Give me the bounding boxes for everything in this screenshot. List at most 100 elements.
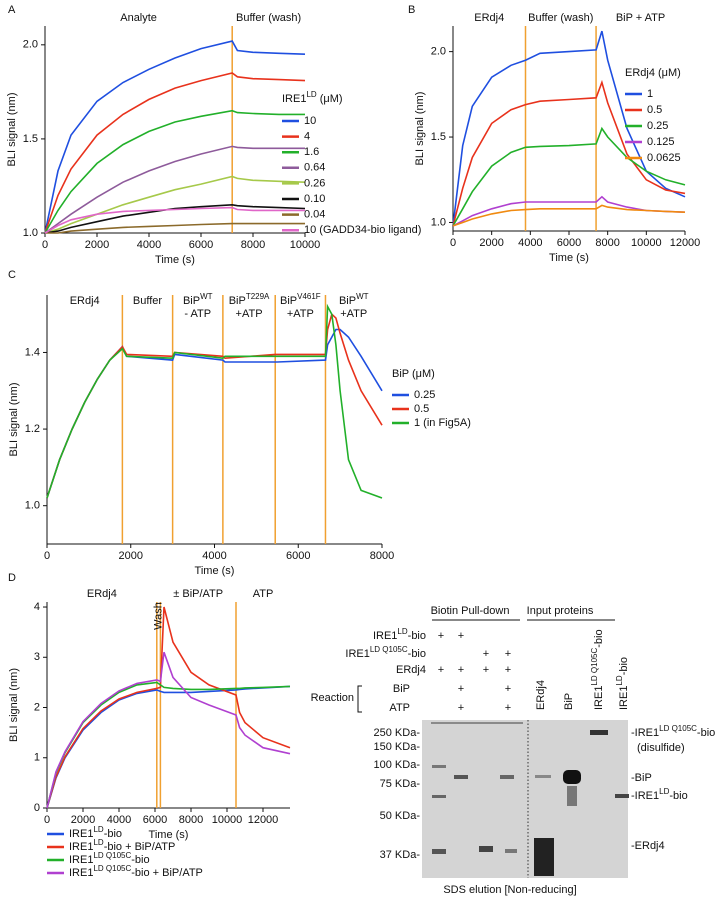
legend-label: 1 <box>647 88 653 100</box>
text-part: IRE1 <box>345 648 369 660</box>
gel-caption: SDS elution [Non-reducing] <box>443 884 576 896</box>
plus-sign: + <box>483 664 489 676</box>
text-part: -bio <box>618 657 630 675</box>
x-axis-label: Time (s) <box>155 254 195 266</box>
text-part: Buffer <box>133 295 162 307</box>
data-line <box>44 203 306 234</box>
gel-band <box>590 730 608 735</box>
x-tick-label: 4000 <box>137 239 161 251</box>
y-axis-label: BLI signal (nm) <box>8 383 20 457</box>
y-tick-label: 1.0 <box>25 500 40 512</box>
data-line <box>44 109 305 234</box>
x-tick-label: 8000 <box>370 550 394 562</box>
legend-label: 0.64 <box>304 162 325 174</box>
y-axis-label: BLI signal (nm) <box>414 92 426 166</box>
text-part: ± BiP/ATP <box>173 588 223 600</box>
text-part: T229A <box>246 292 270 301</box>
legend-label: 0.25 <box>414 389 435 401</box>
y-tick-label: 1.5 <box>23 133 38 145</box>
y-axis-label: BLI signal (nm) <box>8 668 20 742</box>
x-tick-label: 2000 <box>479 237 503 249</box>
y-tick-label: 2.0 <box>23 39 38 51</box>
legend-title: BiP (μM) <box>392 368 435 380</box>
plus-sign: + <box>458 664 464 676</box>
data-line <box>44 175 306 234</box>
gel-row-label: IRE1LD-bio <box>373 627 426 642</box>
legend-label: 0.5 <box>647 104 662 116</box>
data-line <box>452 79 686 227</box>
x-tick-label: 8000 <box>179 814 203 826</box>
text-part: LD <box>93 825 103 834</box>
data-line <box>452 195 686 227</box>
y-tick-label: 2.0 <box>431 46 446 58</box>
gel-header: Biotin Pull-down <box>431 605 510 617</box>
gel-band <box>432 795 446 798</box>
legend-label: 0.0625 <box>647 152 681 164</box>
text-part: -bio + BiP/ATP <box>104 841 176 853</box>
x-tick-label: 8000 <box>241 239 265 251</box>
lane-label: ERdj4 <box>535 680 547 710</box>
mw-marker: 50 KDa- <box>380 810 421 822</box>
phase-label: Buffer <box>133 295 162 307</box>
y-tick-label: 4 <box>34 601 40 613</box>
band-label: -ERdj4 <box>631 840 665 852</box>
gel-band <box>534 838 554 876</box>
gel-band <box>500 775 514 779</box>
x-tick-label: 2000 <box>71 814 95 826</box>
mw-marker: 250 KDa- <box>374 727 421 739</box>
legend-label: 10 <box>304 115 316 127</box>
text-part: -bio <box>697 727 715 739</box>
text-part: IRE1 <box>69 867 93 879</box>
text-part: LD Q105C <box>93 864 131 873</box>
text-part: ERdj4 <box>87 588 117 600</box>
gel-smear <box>431 722 523 724</box>
data-line <box>44 72 306 234</box>
text-part: -bio <box>408 648 426 660</box>
legend-label: 4 <box>304 131 310 143</box>
text-part: BiP (μM) <box>392 368 435 380</box>
data-line <box>46 312 383 499</box>
x-tick-label: 6000 <box>189 239 213 251</box>
text-part: BiP <box>229 295 246 307</box>
y-axis-label: BLI signal (nm) <box>6 93 18 167</box>
data-line <box>46 681 291 809</box>
text-part: ATP <box>389 702 410 714</box>
legend-label: 1.6 <box>304 146 319 158</box>
plus-sign: + <box>505 683 511 695</box>
plus-sign: + <box>483 648 489 660</box>
gel-header: Input proteins <box>527 605 594 617</box>
data-line <box>46 606 291 809</box>
legend-title: IRE1LD (μM) <box>282 90 343 105</box>
y-tick-label: 1.0 <box>431 216 446 228</box>
text-part: IRE1 <box>282 93 306 105</box>
panel-letter: C <box>8 269 16 281</box>
legend-label: IRE1LD-bio + BiP/ATP <box>69 838 175 853</box>
data-line <box>46 651 291 809</box>
text-part: Wash <box>153 602 165 630</box>
mw-marker: 150 KDa- <box>374 741 421 753</box>
gel-band <box>505 849 517 853</box>
gel-band <box>479 846 493 852</box>
x-tick-label: 6000 <box>286 550 310 562</box>
text-part: LD Q105C <box>659 724 697 733</box>
y-tick-label: 1.2 <box>25 423 40 435</box>
text-part: -IRE1 <box>631 790 659 802</box>
phase-label: Buffer (wash) <box>528 12 593 24</box>
text-part: LD <box>615 675 624 685</box>
x-tick-label: 8000 <box>595 237 619 249</box>
text-part: IRE1 <box>618 686 630 710</box>
phase-label: BiPWT <box>183 292 213 307</box>
gel-background <box>422 720 628 878</box>
phase-label: +ATP <box>236 308 263 320</box>
y-tick-label: 1 <box>34 752 40 764</box>
legend-label: 1 (in Fig5A) <box>414 417 471 429</box>
text-part: IRE1 <box>69 854 93 866</box>
legend-label: 0.26 <box>304 177 325 189</box>
text-part: ERdj4 (μM) <box>625 67 681 79</box>
gel-band <box>535 775 551 778</box>
text-part: (μM) <box>317 93 343 105</box>
gel-row-label: ATP <box>389 702 410 714</box>
panel-letter: A <box>8 4 16 16</box>
legend-label: 0.10 <box>304 193 325 205</box>
